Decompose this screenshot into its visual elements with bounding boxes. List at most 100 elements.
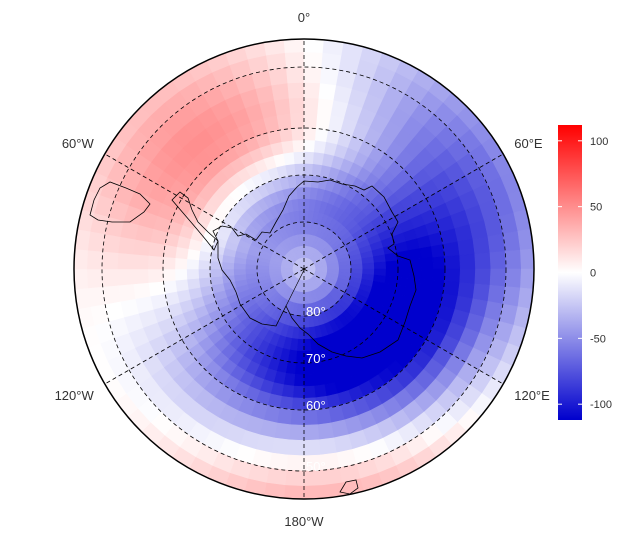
field-cell [493,410,520,439]
field-cell [116,252,134,270]
field-cell [214,15,240,36]
field-cell [303,51,324,69]
field-cell [462,67,491,95]
field-cell [74,353,80,381]
field-cell [41,246,57,269]
field-cell [291,397,305,411]
field-cell [117,443,146,471]
longitude-label: 60°W [62,136,95,151]
field-cell [408,483,436,499]
field-cell [326,7,350,25]
field-cell [408,268,422,280]
field-cell [347,10,372,30]
field-cell [285,163,297,177]
field-cell [265,52,287,71]
field-cell [303,439,321,457]
latitude-label: 80° [306,304,326,319]
field-cell [186,277,201,290]
field-cell [258,7,282,25]
field-cell [116,268,134,286]
field-cell [134,458,163,485]
field-cell [293,151,305,165]
field-cell [271,82,290,101]
longitude-label: 0° [298,10,310,25]
field-cell [528,309,534,334]
field-cell [101,268,119,287]
field-cell [373,261,387,270]
graticule [101,39,507,499]
field-cell [489,268,507,287]
antarctica-coastline [89,179,417,495]
field-cell [504,249,522,270]
field-cell [419,246,434,260]
field-cell [172,39,200,55]
field-cell [172,483,200,499]
field-cell [268,452,289,471]
field-cell [258,513,282,531]
field-cell [198,276,212,288]
field-cell [244,268,258,275]
field-cell [287,81,305,99]
field-cell [74,309,80,334]
field-cell [286,66,305,84]
field-cell [162,256,176,270]
field-cell [56,269,72,291]
field-cell [101,251,119,270]
field-cell [312,372,325,387]
field-cell [74,204,80,229]
field-cell [117,236,136,255]
field-cell [347,508,372,528]
field-cell [132,253,149,270]
field-cell [102,284,121,305]
field-cell [459,253,476,270]
field-cell [174,257,188,270]
antarctica-outline [212,179,417,359]
field-cell [472,283,491,302]
field-cell [174,278,189,292]
field-cell [303,81,321,99]
south-america-outline [89,181,151,223]
field-cell [303,66,322,84]
field-cell [427,471,456,498]
latitude-label: 70° [306,351,326,366]
field-cell [74,268,88,290]
field-cell [362,262,375,270]
field-cell [344,493,369,499]
field-cell [290,112,305,129]
field-cell [147,268,164,283]
field-cell [323,39,348,41]
field-cell [86,268,104,289]
field-cell [528,157,534,185]
colorbar: 100 50 0 -50 -100 [558,125,612,420]
new-zealand-outline [339,479,359,495]
field-cell [318,82,337,101]
field-cell [260,39,285,41]
field-cell [537,333,558,359]
field-cell [102,427,130,456]
field-cell [536,269,552,291]
field-cell [88,410,115,439]
field-cell [388,493,416,499]
field-cell [459,268,476,285]
field-cell [326,513,350,531]
field-cell [528,204,534,229]
field-cell [432,268,446,282]
field-cell [147,255,164,270]
field-cell [338,264,352,270]
field-cell [284,469,305,487]
field-cell [45,201,65,226]
field-cell [462,443,491,471]
field-cell [42,291,60,315]
field-cell [174,268,188,281]
colorbar-ticks: 100 50 0 -50 -100 [558,136,612,411]
latitude-circle [101,66,507,472]
field-cell [444,255,461,270]
field-cell [256,268,270,274]
field-cell [368,502,394,523]
field-cell [397,259,411,270]
field-cell [478,82,506,111]
ross-ice-shelf-outline [285,269,305,307]
field-cell [520,248,534,270]
field-cell [192,493,220,499]
